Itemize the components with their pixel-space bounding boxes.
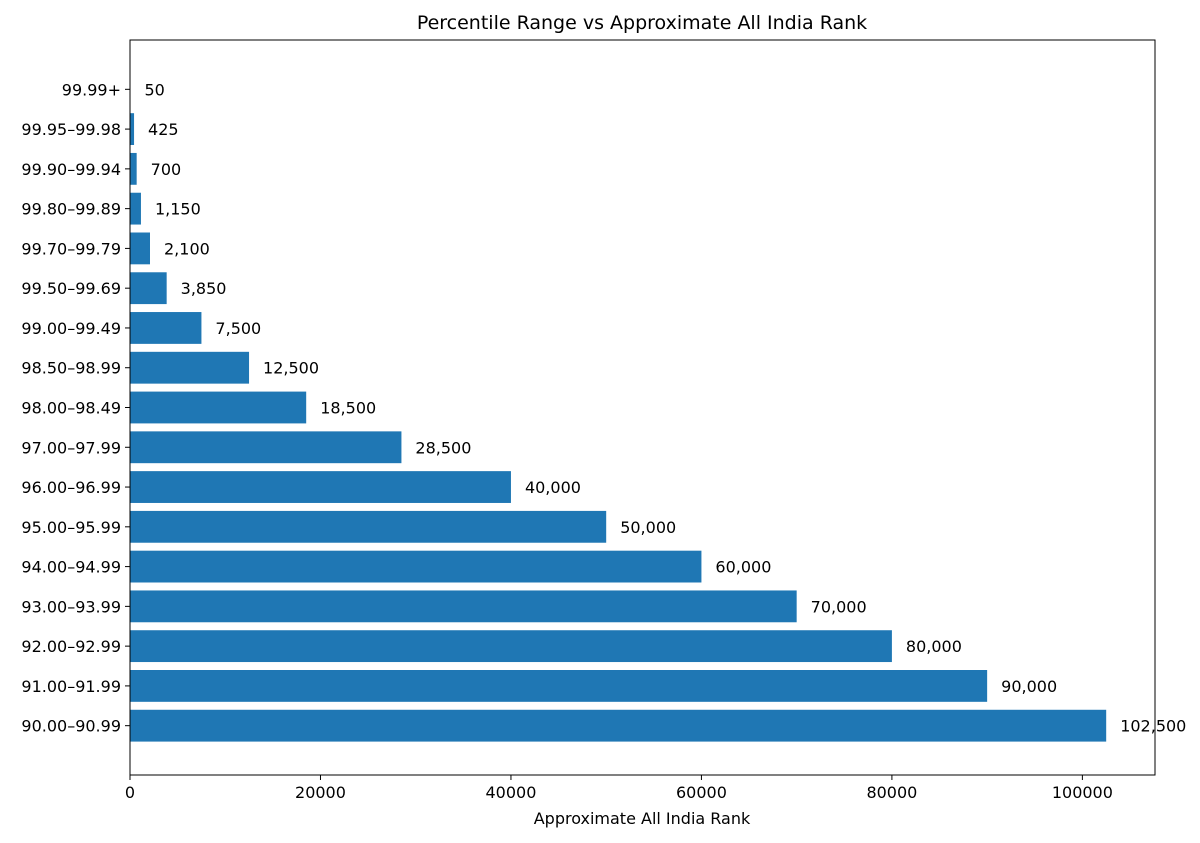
y-tick-label: 90.00–90.99 (21, 717, 121, 736)
y-tick-label: 99.00–99.49 (21, 319, 121, 338)
x-ticks: 0 20000 40000 60000 80000 100000 (125, 775, 1113, 802)
y-tick-label: 99.70–99.79 (21, 239, 121, 258)
x-tick-label: 80000 (866, 783, 917, 802)
y-tick-label: 99.90–99.94 (21, 160, 121, 179)
x-tick-label: 60000 (676, 783, 727, 802)
data-label: 90,000 (1001, 677, 1057, 696)
data-label: 2,100 (164, 239, 210, 258)
y-tick-label: 93.00–93.99 (21, 597, 121, 616)
x-tick-label: 0 (125, 783, 135, 802)
x-tick-label: 40000 (485, 783, 536, 802)
x-tick-label: 100000 (1052, 783, 1113, 802)
data-label: 3,850 (181, 279, 227, 298)
y-tick-label: 99.80–99.89 (21, 200, 121, 219)
bar (130, 153, 137, 185)
y-tick-labels: 90.00–90.99 91.00–91.99 92.00–92.99 93.00–9… (21, 80, 130, 735)
bar (130, 352, 249, 384)
y-tick-label: 98.50–98.99 (21, 359, 121, 378)
y-tick-label: 98.00–98.49 (21, 399, 121, 418)
bar (130, 511, 606, 543)
x-axis-label: Approximate All India Rank (534, 809, 751, 828)
bar (130, 113, 134, 145)
bar (130, 670, 987, 702)
y-tick-label: 92.00–92.99 (21, 637, 121, 656)
bar (130, 431, 401, 463)
y-tick-label: 99.99+ (62, 80, 121, 99)
bar (130, 590, 797, 622)
y-tick-label: 99.95–99.98 (21, 120, 121, 139)
bar (130, 233, 150, 265)
bar (130, 312, 201, 344)
data-label: 50 (144, 80, 164, 99)
x-tick-label: 20000 (295, 783, 346, 802)
data-label: 1,150 (155, 200, 201, 219)
y-tick-label: 94.00–94.99 (21, 558, 121, 577)
data-label: 12,500 (263, 359, 319, 378)
bar (130, 471, 511, 503)
data-label: 80,000 (906, 637, 962, 656)
y-tick-label: 99.50–99.69 (21, 279, 121, 298)
data-label: 7,500 (215, 319, 261, 338)
data-label: 70,000 (811, 597, 867, 616)
y-tick-label: 96.00–96.99 (21, 478, 121, 497)
y-tick-label: 97.00–97.99 (21, 438, 121, 457)
data-label: 40,000 (525, 478, 581, 497)
bar (130, 193, 141, 225)
bar (130, 710, 1106, 742)
chart-title: Percentile Range vs Approximate All Indi… (417, 12, 867, 34)
bar (130, 551, 701, 583)
bar (130, 392, 306, 424)
data-label: 425 (148, 120, 179, 139)
data-label: 102,500 (1120, 717, 1186, 736)
y-tick-label: 91.00–91.99 (21, 677, 121, 696)
data-label: 50,000 (620, 518, 676, 537)
data-label: 18,500 (320, 399, 376, 418)
data-label: 28,500 (415, 438, 471, 457)
y-tick-label: 95.00–95.99 (21, 518, 121, 537)
bar (130, 630, 892, 662)
bar (130, 272, 167, 304)
data-label: 60,000 (715, 558, 771, 577)
data-label: 700 (151, 160, 182, 179)
